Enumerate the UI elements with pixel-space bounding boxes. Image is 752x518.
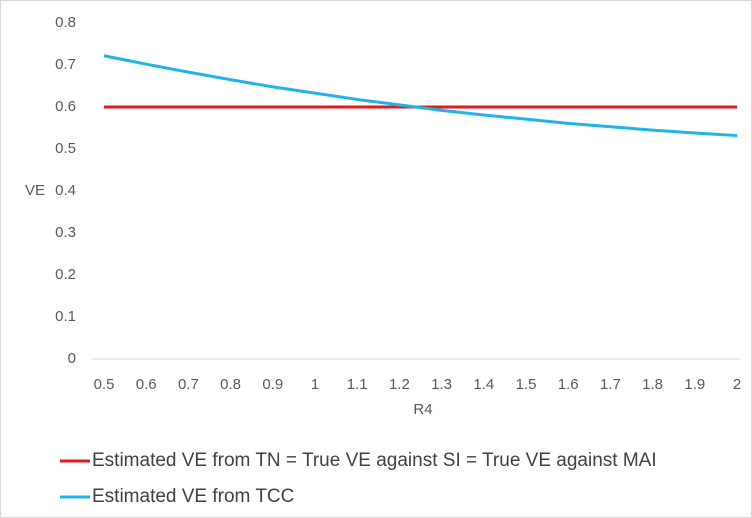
x-tick-label: 0.8 xyxy=(220,376,241,393)
x-tick-label: 0.6 xyxy=(136,376,157,393)
y-tick-label: 0.7 xyxy=(55,56,76,73)
x-tick-label: 0.5 xyxy=(94,376,115,393)
x-tick-label: 0.7 xyxy=(178,376,199,393)
x-tick-label: 1.7 xyxy=(600,376,621,393)
x-tick-label: 1.2 xyxy=(389,376,410,393)
x-tick-label: 2 xyxy=(733,376,741,393)
y-axis-label: VE xyxy=(25,182,45,199)
y-tick-label: 0.2 xyxy=(55,266,76,283)
y-tick-label: 0.3 xyxy=(55,224,76,241)
legend-label: Estimated VE from TCC xyxy=(92,486,294,507)
x-tick-label: 1 xyxy=(311,376,319,393)
x-tick-label: 1.8 xyxy=(642,376,663,393)
x-tick-label: 1.9 xyxy=(684,376,705,393)
x-tick-label: 1.3 xyxy=(431,376,452,393)
legend-label: Estimated VE from TN = True VE against S… xyxy=(92,450,657,471)
x-tick-label: 1.4 xyxy=(473,376,494,393)
x-axis-label: R4 xyxy=(413,401,432,418)
x-tick-label: 1.6 xyxy=(558,376,579,393)
x-tick-label: 1.5 xyxy=(516,376,537,393)
y-tick-label: 0.5 xyxy=(55,140,76,157)
y-tick-label: 0 xyxy=(68,350,76,367)
x-tick-label: 1.1 xyxy=(347,376,368,393)
y-tick-label: 0.8 xyxy=(55,14,76,31)
series-line xyxy=(103,54,738,138)
y-tick-label: 0.6 xyxy=(55,98,76,115)
y-tick-label: 0.4 xyxy=(55,182,76,199)
y-tick-label: 0.1 xyxy=(55,308,76,325)
x-tick-label: 0.9 xyxy=(262,376,283,393)
